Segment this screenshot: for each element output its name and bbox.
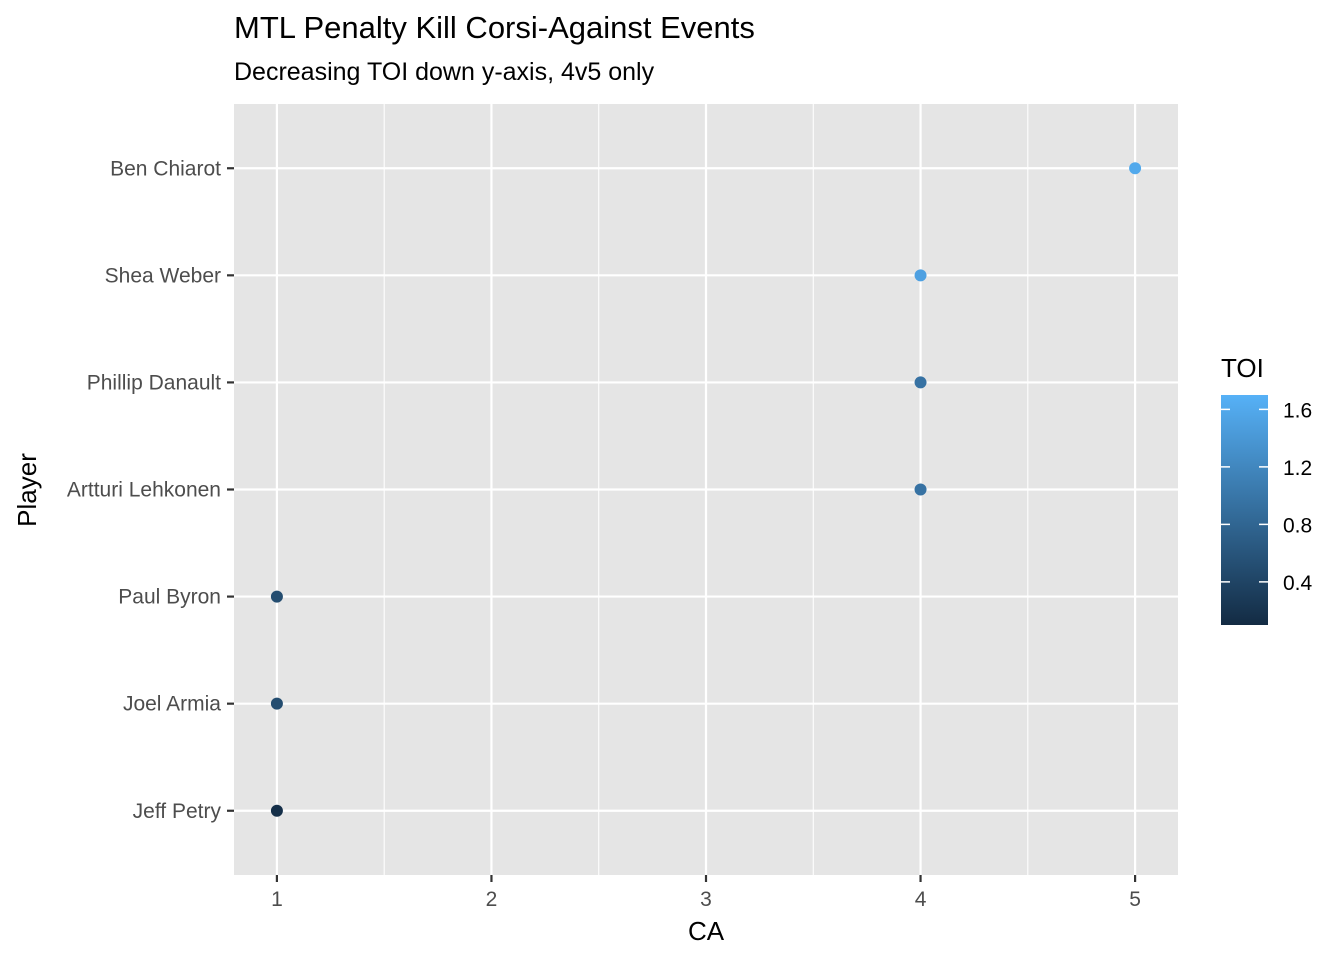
legend-title: TOI [1221,353,1264,383]
data-point [914,483,927,496]
y-axis-title: Player [12,453,42,527]
data-point [270,804,283,817]
y-axis: Ben Chiarot Shea Weber Phillip Danault Artt… [67,157,234,823]
chart-subtitle: Decreasing TOI down y-axis, 4v5 only [234,58,655,86]
y-tick-label: Artturi Lehkonen [67,479,221,502]
x-tick-label: 1 [271,888,283,911]
x-tick-label: 2 [486,888,498,911]
legend-colorbar [1221,395,1268,625]
chart-title: MTL Penalty Kill Corsi-Against Events [234,10,755,45]
x-axis-title: CA [688,916,725,946]
data-point [270,590,283,603]
legend-ticks: 0.4 0.8 1.2 1.6 [1221,399,1313,595]
legend-tick-label: 1.2 [1283,457,1312,480]
x-tick-label: 4 [915,888,927,911]
data-point [270,697,283,710]
y-tick-label: Jeff Petry [133,800,222,823]
data-points [270,162,1142,817]
legend-tick-label: 0.8 [1283,514,1312,537]
y-tick-label: Ben Chiarot [110,157,221,180]
y-tick-label: Joel Armia [123,693,221,716]
color-legend: TOI 0.4 0.8 1.2 1.6 [1221,353,1313,625]
y-tick-label: Phillip Danault [87,371,221,394]
x-tick-label: 5 [1129,888,1141,911]
legend-tick-label: 1.6 [1283,399,1312,422]
data-point [1129,162,1142,175]
y-tick-label: Paul Byron [118,586,221,609]
legend-tick-label: 0.4 [1283,572,1313,595]
y-tick-label: Shea Weber [105,264,221,287]
data-point [914,376,927,389]
data-point [914,269,927,282]
x-axis: 1 2 3 4 5 [271,875,1141,911]
x-tick-label: 3 [700,888,712,911]
